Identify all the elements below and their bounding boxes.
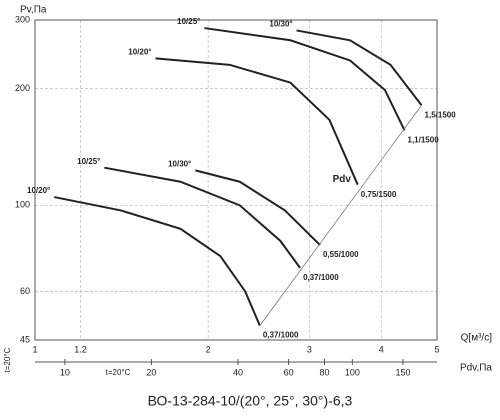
x2-tick-label: 10: [60, 367, 70, 377]
y-tick-label: 45: [20, 334, 30, 344]
chart-title: ВО-13-284-10/(20°, 25°, 30°)-6,3: [148, 393, 353, 409]
curve-name: 10/30°: [269, 20, 292, 29]
curve-name: 10/20°: [128, 47, 151, 56]
pdv-label: Pdv: [333, 174, 352, 185]
y-axis-label: Pv,Па: [20, 5, 47, 16]
curve-name: 10/30°: [168, 160, 191, 169]
y-tick-label: 300: [15, 14, 30, 24]
curve-end-label: 0,55/1000: [323, 250, 359, 259]
pdv-line: [259, 104, 422, 326]
x-tick-label: 4: [379, 344, 384, 354]
x-tick-label: 2: [206, 344, 211, 354]
y-tick-label: 60: [20, 286, 30, 296]
x-tick-label: 5: [434, 344, 439, 354]
curve-name: 10/25°: [77, 157, 100, 166]
x-axis-label: Q[м³/c]: [461, 333, 493, 344]
note: t=20°C: [106, 368, 131, 377]
x2-tick-label: 150: [395, 367, 410, 377]
curve: [54, 196, 261, 327]
x2-tick-label: 40: [233, 367, 243, 377]
x2-tick-label: 20: [146, 367, 156, 377]
curve-end-label: 1,5/1500: [425, 110, 457, 119]
curve: [104, 166, 301, 269]
curve: [204, 27, 406, 131]
x-tick-label: 1.2: [74, 344, 87, 354]
curve-name: 10/20°: [27, 186, 50, 195]
x2-tick-label: 100: [345, 367, 360, 377]
curve: [195, 169, 321, 246]
curve-end-label: 1,1/1500: [408, 135, 440, 144]
plot-frame: [34, 19, 438, 341]
y-tick-label: 100: [15, 200, 30, 210]
x-tick-label: 1: [32, 344, 37, 354]
x2-tick-label: 80: [319, 367, 329, 377]
curve-end-label: 0,75/1500: [361, 190, 397, 199]
note: t=20°C: [3, 347, 12, 372]
curve-name: 10/25°: [177, 17, 200, 26]
x2-tick-label: 60: [284, 367, 294, 377]
y-tick-label: 200: [15, 83, 30, 93]
curve-end-label: 0,37/1000: [263, 331, 299, 340]
x2-axis-label: Pdv,Па: [460, 363, 492, 374]
curve: [296, 29, 423, 106]
x-tick-label: 3: [307, 344, 312, 354]
curve-end-label: 0,37/1000: [303, 273, 339, 282]
curve: [155, 57, 359, 186]
